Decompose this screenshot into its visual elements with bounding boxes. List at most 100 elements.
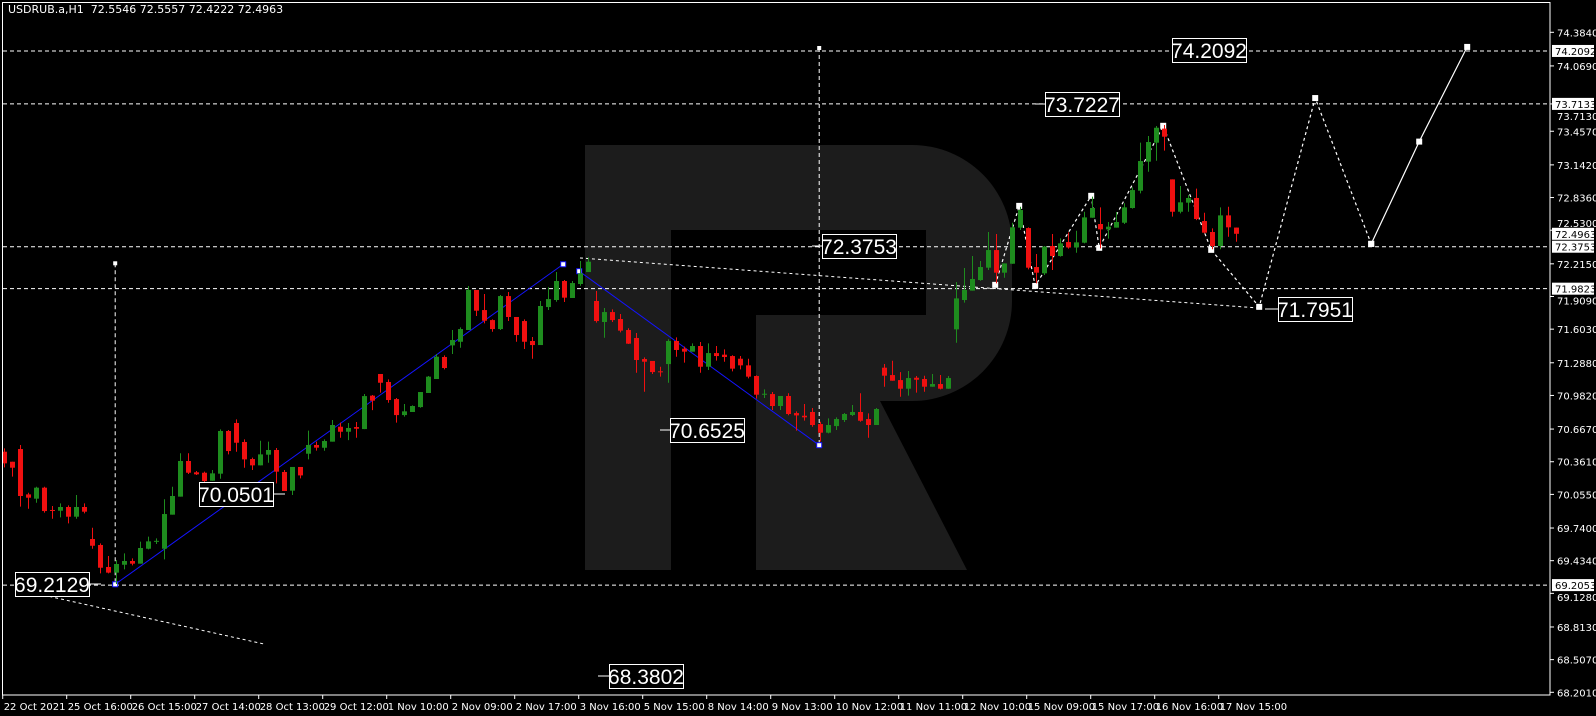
price-label-box[interactable] [1278, 297, 1353, 322]
forecast-point[interactable] [1160, 122, 1167, 129]
x-tick-label: 15 Nov 09:00 [1028, 702, 1095, 713]
y-tick-label: 73.1420 [1557, 161, 1596, 172]
candle-bullish [690, 346, 695, 352]
candle-bearish [698, 346, 703, 367]
forecast-point[interactable] [1088, 192, 1095, 199]
y-tick-label: 71.2880 [1557, 359, 1596, 370]
candle-bearish [2, 451, 7, 464]
x-tick-label: 16 Nov 16:00 [1156, 702, 1223, 713]
price-label-box[interactable] [670, 418, 745, 443]
forecast-point[interactable] [992, 281, 999, 288]
candle-bearish [562, 281, 567, 298]
price-label-box[interactable] [1045, 92, 1120, 117]
candle-bearish [858, 411, 863, 421]
price-label-box[interactable] [15, 572, 90, 597]
y-tick-label: 72.2150 [1557, 260, 1596, 271]
candle-bearish [298, 466, 303, 476]
forecast-point[interactable] [1208, 246, 1215, 253]
axis-price-marker [1552, 227, 1594, 240]
candle-bearish [1026, 228, 1031, 268]
candle-bearish [1162, 128, 1167, 137]
axis-price-marker-text: 72.3753 [1555, 243, 1596, 254]
forecast-point[interactable] [1256, 303, 1263, 310]
candle-bearish [186, 460, 191, 473]
y-tick-label: 69.7400 [1557, 524, 1596, 535]
candle-bearish [10, 461, 15, 468]
candle-bearish [338, 426, 343, 432]
price-label-box[interactable] [822, 234, 897, 259]
candle-bullish [778, 395, 783, 407]
candle-bullish [1042, 246, 1047, 274]
candle-bullish [418, 392, 423, 408]
zigzag-point[interactable] [112, 581, 119, 588]
forecast-point[interactable] [1416, 138, 1423, 145]
candle-bearish [914, 377, 919, 380]
y-tick-label: 69.4340 [1557, 557, 1596, 568]
candle-bearish [994, 250, 999, 273]
candle-bullish [362, 396, 367, 430]
candle-bullish [666, 341, 671, 365]
axis-price-marker-text: 73.7133 [1555, 100, 1596, 111]
candle-bearish [1210, 232, 1215, 247]
zigzag-point[interactable] [560, 261, 567, 268]
forecast-point[interactable] [1368, 240, 1375, 247]
x-tick-label: 10 Nov 12:00 [836, 702, 903, 713]
candle-bearish [890, 375, 895, 381]
price-label-box[interactable] [199, 482, 274, 507]
candle-bearish [506, 296, 511, 317]
x-tick-label: 22 Oct 2021 [4, 702, 66, 713]
candle-bullish [258, 454, 263, 466]
candle-bullish [162, 514, 167, 549]
y-tick-label: 70.6670 [1557, 425, 1596, 436]
candle-bearish [66, 506, 71, 517]
forecast-solid-path[interactable] [1370, 46, 1468, 245]
price-label-box[interactable] [609, 664, 684, 689]
candle-bullish [426, 376, 431, 393]
trendline-dotted[interactable] [19, 589, 266, 645]
candle-bullish [402, 411, 407, 416]
candle-bullish [1090, 208, 1095, 218]
y-tick-label: 73.7130 [1557, 112, 1596, 123]
candle-bearish [378, 373, 383, 383]
candle-bearish [394, 399, 399, 416]
candle-bullish [586, 261, 591, 273]
candle-bearish [922, 379, 927, 387]
zigzag-line[interactable] [114, 263, 564, 585]
forecast-point[interactable] [1096, 244, 1103, 251]
candle-bullish [330, 425, 335, 442]
candle-bearish [794, 413, 799, 416]
candle-bearish [738, 358, 743, 366]
candle-bearish [26, 494, 31, 498]
candles-layer [2, 125, 1239, 585]
candle-bearish [370, 395, 375, 401]
y-tick-label: 68.2010 [1557, 688, 1596, 699]
price-labels-layer: 69.2129 70.0501 70.6525 68.3802 72.3753 73.72… [14, 38, 1353, 689]
forecast-point[interactable] [1032, 282, 1039, 289]
forecast-point[interactable] [1464, 43, 1471, 50]
price-label-text: 70.0501 [198, 484, 274, 507]
x-tick-label: 15 Nov 17:00 [1092, 702, 1159, 713]
candle-bearish [490, 320, 495, 330]
candle-bullish [578, 273, 583, 285]
x-tick-label: 1 Nov 10:00 [388, 702, 449, 713]
forecast-point[interactable] [1312, 95, 1319, 102]
candle-bullish [458, 329, 463, 342]
levels-layer [3, 50, 1550, 586]
price-label-text: 69.2129 [14, 574, 90, 597]
candle-bearish [1226, 215, 1231, 228]
x-tick-label: 26 Oct 15:00 [132, 702, 197, 713]
candle-bullish [154, 540, 159, 542]
trendline-dotted[interactable] [579, 257, 1261, 309]
zigzag-point[interactable] [816, 442, 823, 449]
y-tick-label: 72.5300 [1557, 219, 1596, 230]
candle-bullish [1138, 161, 1143, 191]
candle-bearish [882, 367, 887, 376]
candle-bearish [1034, 267, 1039, 273]
forecast-point[interactable] [1016, 202, 1023, 209]
candle-bullish [954, 298, 959, 330]
price-label-box[interactable] [1172, 38, 1247, 63]
forecast-dotted-path[interactable] [994, 96, 1372, 309]
candle-bullish [1186, 197, 1191, 203]
price-label-text: 71.7951 [1277, 299, 1353, 322]
